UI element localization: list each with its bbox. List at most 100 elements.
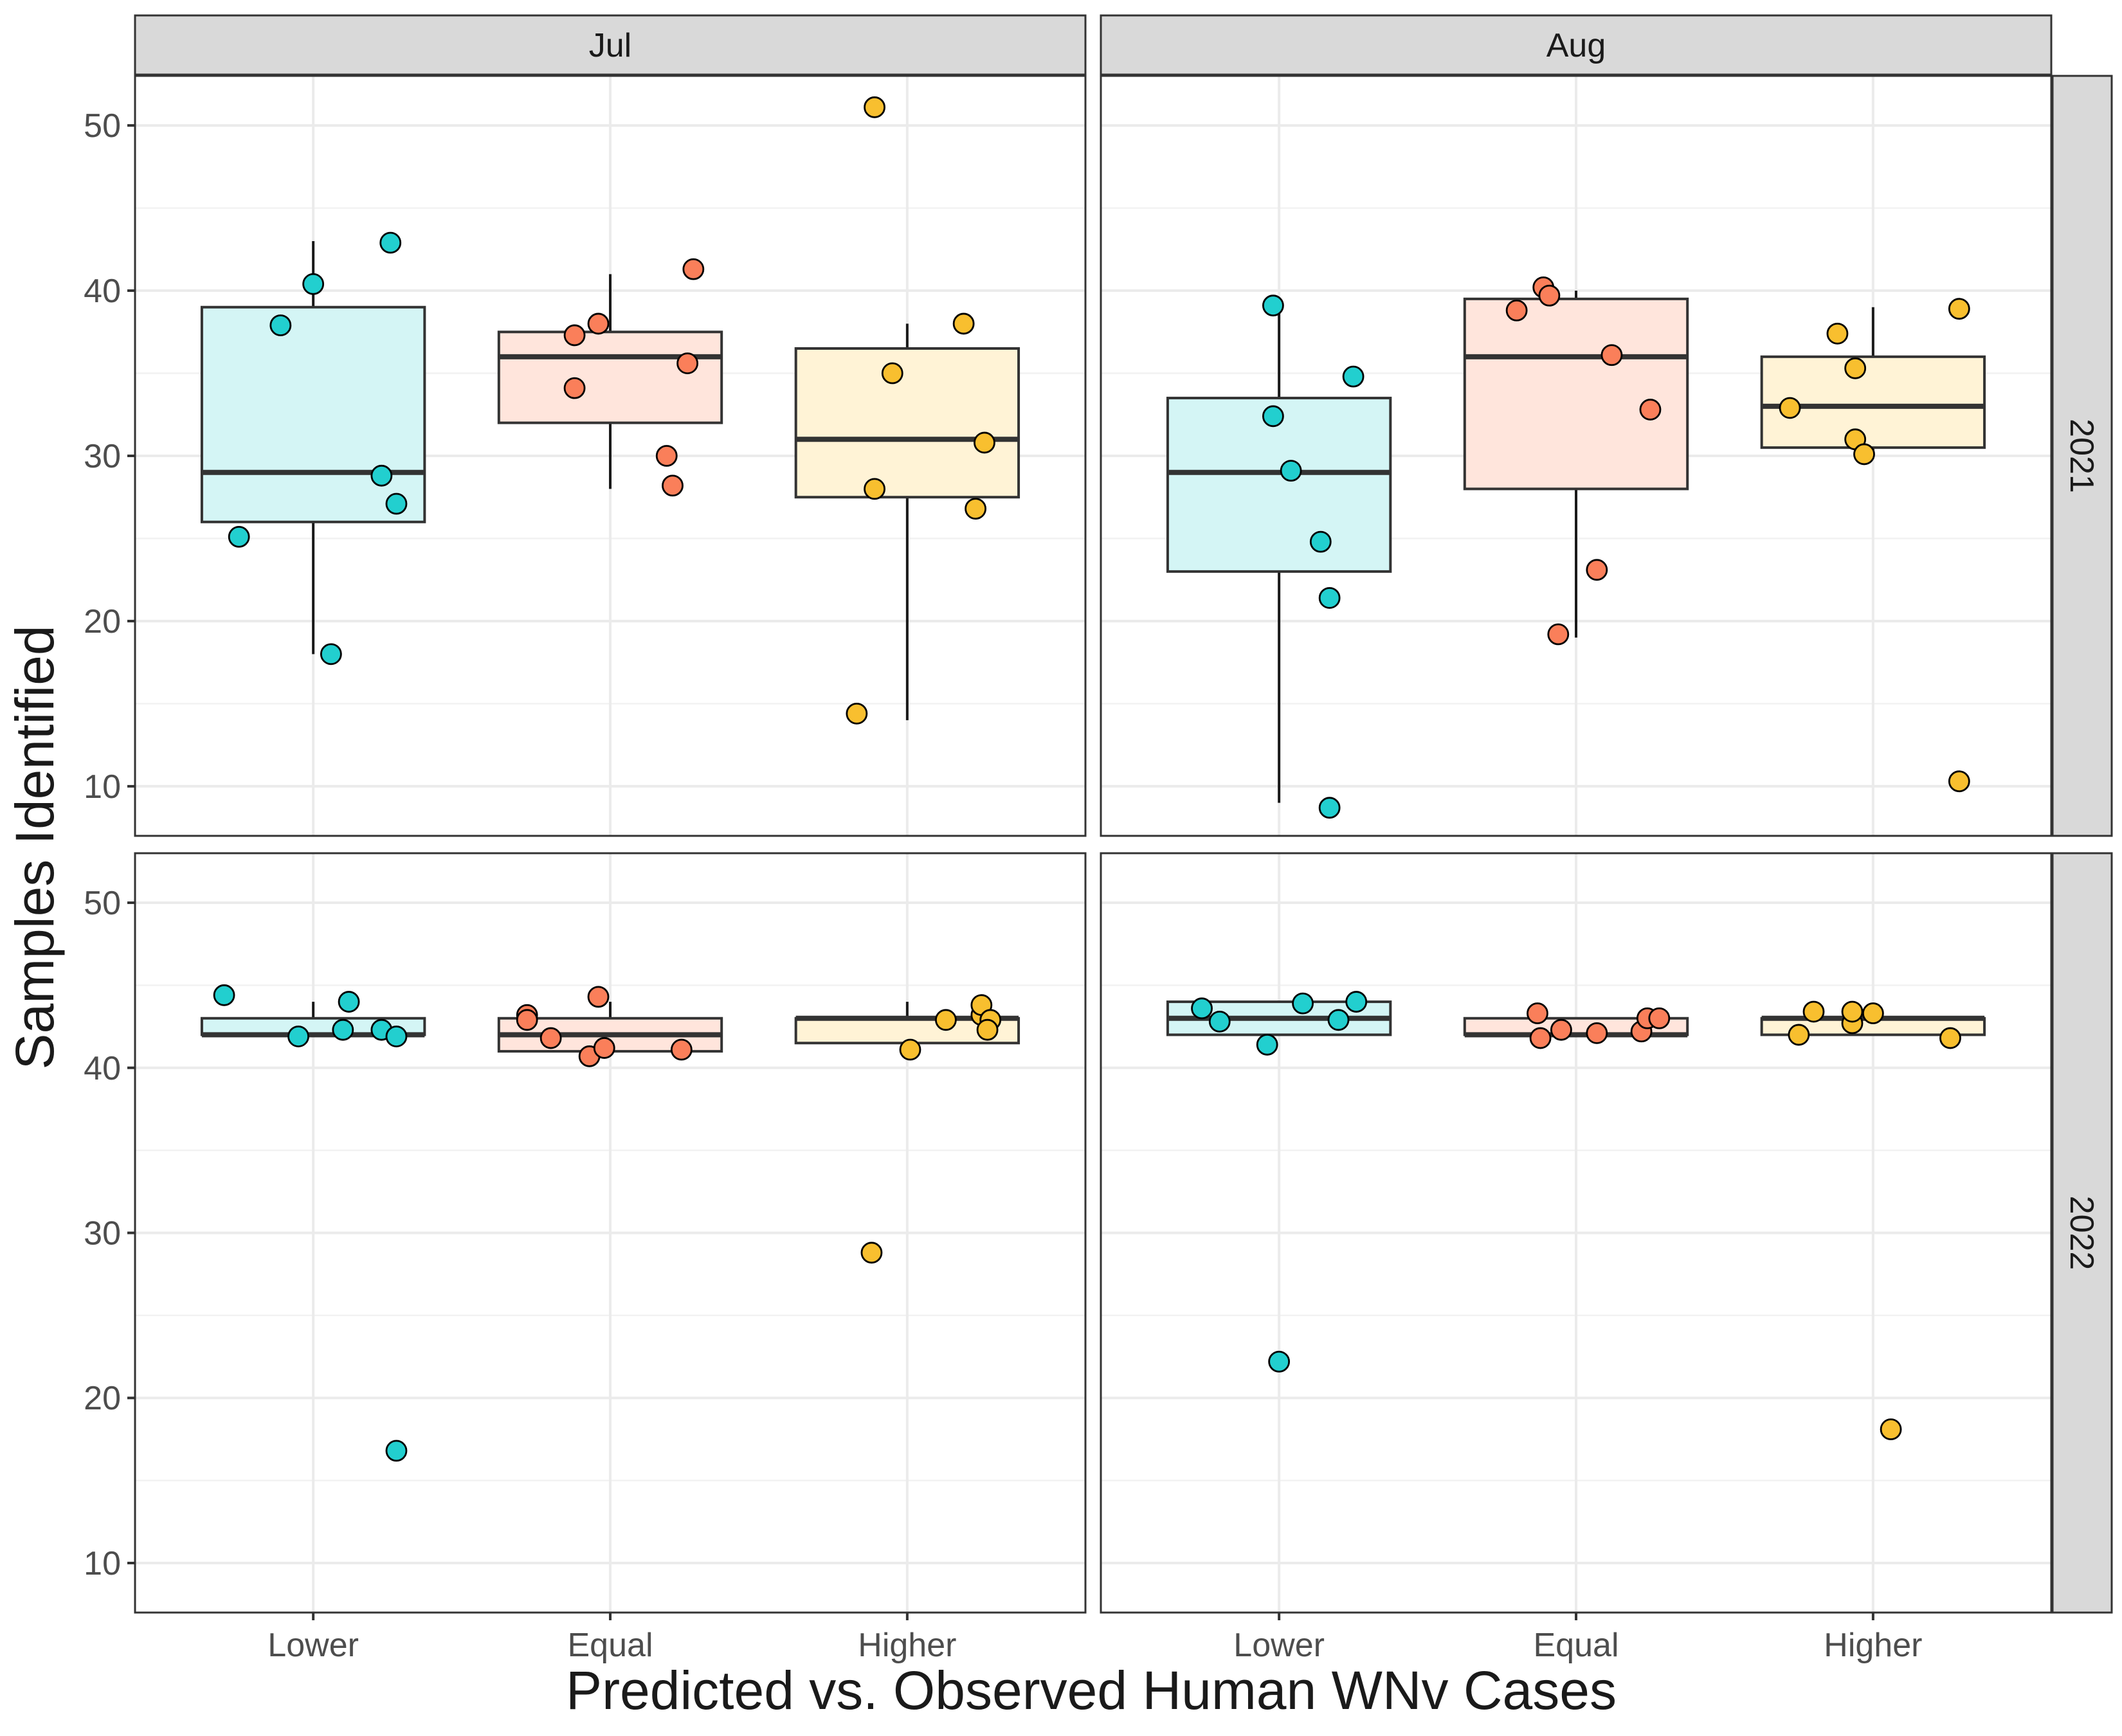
data-point-lower bbox=[287, 1026, 309, 1047]
data-point-higher bbox=[965, 498, 987, 520]
data-point-lower bbox=[1318, 587, 1341, 609]
data-point-lower bbox=[213, 984, 235, 1006]
data-point-equal bbox=[1601, 344, 1623, 366]
data-point-higher bbox=[1948, 298, 1970, 320]
data-point-equal bbox=[1586, 559, 1608, 581]
strip-background bbox=[2051, 75, 2113, 837]
data-point-lower bbox=[338, 991, 360, 1013]
data-point-higher bbox=[1862, 1002, 1884, 1024]
data-point-higher bbox=[1939, 1027, 1961, 1049]
strip-row-2022: 2022 bbox=[2051, 852, 2113, 1614]
data-point-higher bbox=[974, 431, 995, 454]
data-point-equal bbox=[655, 445, 678, 467]
y-axis-title: Samples Identified bbox=[5, 625, 65, 1069]
box-equal bbox=[1463, 291, 1689, 638]
data-point-lower bbox=[320, 643, 342, 665]
data-point-lower bbox=[1268, 1350, 1291, 1373]
data-point-equal bbox=[1550, 1018, 1572, 1041]
data-point-lower bbox=[1262, 294, 1284, 317]
data-point-lower bbox=[1309, 530, 1332, 553]
data-point-higher bbox=[899, 1038, 921, 1061]
y-tick-label: 50 bbox=[84, 885, 121, 922]
box-iqr bbox=[1463, 297, 1689, 491]
facet-strips: Jul Aug 2021 2022 bbox=[134, 14, 2113, 1614]
data-point-lower bbox=[228, 526, 250, 548]
x-tick-label-higher: Higher bbox=[1824, 1627, 1922, 1664]
strip-row-2021: 2021 bbox=[2051, 75, 2113, 837]
box-iqr bbox=[1166, 397, 1392, 573]
data-point-lower bbox=[1327, 1009, 1350, 1031]
data-point-equal bbox=[1527, 1002, 1548, 1024]
data-point-lower bbox=[1342, 365, 1365, 388]
x-axis-title: Predicted vs. Observed Human WNv Cases bbox=[566, 1660, 1617, 1721]
y-tick-label: 30 bbox=[84, 1215, 121, 1252]
data-point-equal bbox=[516, 1009, 538, 1031]
data-point-equal bbox=[540, 1027, 562, 1049]
data-point-higher bbox=[1788, 1024, 1810, 1046]
data-point-equal bbox=[682, 258, 705, 280]
data-point-lower bbox=[1280, 460, 1302, 482]
x-tick-label-lower: Lower bbox=[268, 1627, 359, 1664]
data-point-lower bbox=[1262, 405, 1284, 428]
data-point-higher bbox=[935, 1009, 957, 1031]
strip-background bbox=[2051, 852, 2113, 1614]
strip-label-2022: 2022 bbox=[2063, 1196, 2100, 1270]
y-tick-label: 20 bbox=[84, 603, 121, 640]
panel-border bbox=[1100, 75, 2053, 837]
strip-col-jul: Jul bbox=[134, 14, 1087, 76]
data-point-equal bbox=[563, 324, 586, 347]
x-tick-label-equal: Equal bbox=[568, 1627, 653, 1664]
data-point-higher bbox=[1948, 770, 1970, 793]
axes: 10 20 30 40 50 10 20 30 40 50 Lower Equal Higher Lowe… bbox=[84, 107, 1922, 1664]
y-tick-label: 40 bbox=[84, 1050, 121, 1087]
y-tick-label: 30 bbox=[84, 438, 121, 475]
data-point-higher bbox=[952, 312, 975, 335]
x-tick-label-equal: Equal bbox=[1534, 1627, 1619, 1664]
data-point-lower bbox=[269, 314, 292, 336]
data-point-higher bbox=[860, 1242, 883, 1264]
panel-aug-2022 bbox=[1100, 852, 2053, 1614]
y-tick-label: 20 bbox=[84, 1380, 121, 1417]
data-point-higher bbox=[1826, 322, 1849, 345]
data-point-equal bbox=[662, 475, 684, 497]
strip-col-aug: Aug bbox=[1100, 14, 2053, 76]
data-point-lower bbox=[1345, 991, 1368, 1013]
data-point-equal bbox=[670, 1038, 693, 1061]
data-point-equal bbox=[1547, 623, 1570, 646]
data-point-equal bbox=[587, 986, 610, 1008]
data-point-higher bbox=[1802, 1000, 1825, 1023]
data-point-equal bbox=[1639, 399, 1662, 420]
data-point-higher bbox=[1844, 357, 1867, 379]
panel-jul-2022 bbox=[134, 852, 1087, 1614]
strip-label-aug: Aug bbox=[1546, 27, 1606, 64]
data-point-equal bbox=[563, 377, 586, 399]
strip-background bbox=[134, 14, 1087, 76]
strip-background bbox=[1100, 14, 2053, 76]
box-higher bbox=[794, 323, 1020, 721]
data-point-higher bbox=[1841, 1000, 1864, 1023]
data-point-lower bbox=[385, 493, 408, 515]
data-point-higher bbox=[864, 96, 885, 118]
data-point-lower bbox=[302, 273, 325, 295]
y-tick-label: 10 bbox=[84, 1545, 121, 1582]
data-point-higher bbox=[846, 702, 868, 725]
x-tick-label-lower: Lower bbox=[1233, 1627, 1325, 1664]
data-point-lower bbox=[1256, 1033, 1278, 1056]
strip-label-2021: 2021 bbox=[2063, 419, 2100, 493]
data-point-equal bbox=[587, 312, 610, 335]
data-point-lower bbox=[370, 464, 393, 487]
data-point-lower bbox=[1208, 1010, 1231, 1033]
data-point-equal bbox=[593, 1037, 615, 1059]
box-iqr bbox=[497, 330, 723, 424]
data-point-equal bbox=[676, 352, 698, 375]
strip-label-jul: Jul bbox=[589, 27, 631, 64]
data-point-higher bbox=[1779, 397, 1801, 419]
y-tick-label: 50 bbox=[84, 107, 121, 145]
data-point-higher bbox=[976, 1018, 999, 1041]
data-point-equal bbox=[1529, 1027, 1552, 1049]
data-point-equal bbox=[1648, 1007, 1671, 1029]
data-point-lower bbox=[1292, 992, 1314, 1015]
data-point-equal bbox=[1538, 284, 1561, 307]
